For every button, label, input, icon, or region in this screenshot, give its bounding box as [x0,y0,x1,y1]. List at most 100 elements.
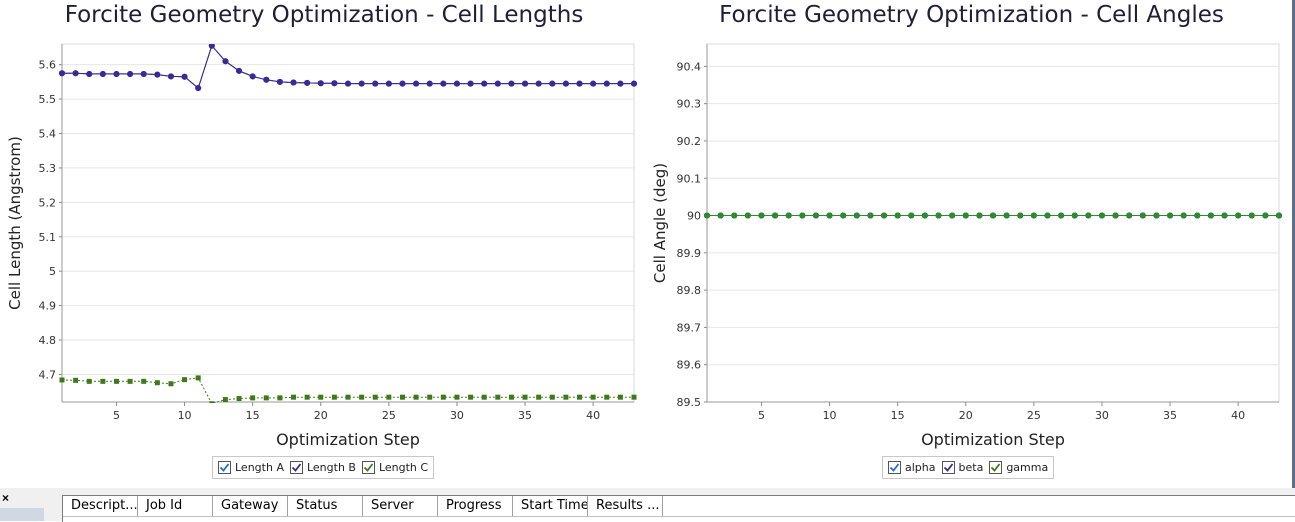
data-point [536,394,542,400]
cell-angles-chart: 89.5 89.6 89.7 89.8 89.9 90 90.1 90.2 90.3 90.4 5 1… [651,43,1282,449]
data-point [562,80,569,87]
data-point [372,80,379,87]
panel-tab-stub [0,508,44,521]
data-point [1126,212,1133,219]
data-point [577,394,583,400]
y-tick-label: 89.9 [677,247,702,260]
data-point [481,394,487,400]
data-point [167,73,174,80]
data-point [1139,212,1146,219]
data-point [508,80,515,87]
data-point [86,378,92,384]
checkbox-icon[interactable] [941,461,955,474]
data-point [1235,212,1242,219]
data-point [1098,212,1105,219]
job-table: Descript... Job Id Gateway Status Server… [62,495,1295,522]
column-header-server[interactable]: Server [363,496,438,516]
data-point [799,212,806,219]
data-point [86,70,93,77]
data-point [1194,212,1201,219]
data-point [522,80,529,87]
data-point [386,394,392,400]
y-tick-label: 90.3 [677,98,702,111]
data-point [812,212,819,219]
x-tick-label: 40 [1231,409,1245,422]
data-point [1071,212,1078,219]
column-header-status[interactable]: Status [288,496,363,516]
data-point [617,80,624,87]
data-point [358,80,365,87]
checkbox-icon[interactable] [361,461,375,474]
data-point [1058,212,1065,219]
data-point [731,212,738,219]
column-header-results[interactable]: Results ... [588,496,663,516]
data-point [949,212,956,219]
checkbox-icon[interactable] [989,461,1003,474]
checkbox-icon[interactable] [888,461,901,474]
column-header-job-id[interactable]: Job Id [138,496,213,516]
legend-item-gamma[interactable]: gamma [989,461,1048,474]
x-tick-label: 35 [1163,409,1177,422]
data-point [440,394,446,400]
data-point [785,212,792,219]
data-point [494,80,501,87]
y-tick-label: 4.8 [39,334,57,347]
cell-lengths-chart: 4.7 4.8 4.9 5 5.1 5.2 5.3 5.4 5.5 5.6 5 10 15 20 25 30 3… [6,43,637,449]
data-point [208,44,215,49]
data-point [453,80,460,87]
data-point [413,394,419,400]
legend-item-beta[interactable]: beta [941,461,983,474]
legend-label: alpha [905,461,936,474]
data-point [563,394,569,400]
data-point [59,70,65,77]
column-header-progress[interactable]: Progress [438,496,513,516]
data-point [908,212,915,219]
data-point [1003,212,1010,219]
column-header-description[interactable]: Descript... [63,496,138,516]
checkbox-icon[interactable] [218,461,231,474]
data-point [359,394,365,400]
data-point [603,80,610,87]
column-header-start-time[interactable]: Start Time [513,496,588,516]
y-tick-label: 5 [49,265,56,278]
data-point [549,80,556,87]
data-point [1276,212,1282,219]
x-axis-label: Optimization Step [921,430,1065,449]
data-point [59,377,65,383]
window-right-border [1292,0,1295,490]
x-tick-label: 25 [1027,409,1041,422]
data-point [222,58,229,65]
data-point [867,212,874,219]
data-point [304,79,311,86]
checkbox-icon[interactable] [289,461,303,474]
legend-item-alpha[interactable]: alpha [888,461,936,474]
data-point [990,212,996,219]
data-point [1030,212,1037,219]
legend-item-length-b[interactable]: Length B [289,461,356,474]
data-point [590,394,596,400]
data-point [853,212,860,219]
plot-area [61,43,635,403]
y-axis-label: Cell Length (Angstrom) [6,136,24,310]
cell-lengths-legend: Length A Length B Length C [212,456,435,479]
data-point [1167,212,1174,219]
legend-label: Length A [235,461,284,474]
data-point [99,70,106,77]
y-tick-label: 90 [687,210,701,223]
cell-lengths-chart-panel: Forcite Geometry Optimization - Cell Len… [0,0,648,488]
close-icon[interactable]: × [2,491,10,505]
data-point [181,73,188,80]
data-point [935,212,942,219]
x-tick-label: 10 [823,409,837,422]
data-point [758,212,765,219]
cell-angles-chart-panel: Forcite Geometry Optimization - Cell Ang… [648,0,1295,488]
y-tick-label: 5.6 [39,59,57,72]
data-point [1262,212,1269,219]
data-point [1221,212,1228,219]
chart-title-cell-angles: Forcite Geometry Optimization - Cell Ang… [719,2,1224,28]
legend-item-length-c[interactable]: Length C [361,461,428,474]
column-header-gateway[interactable]: Gateway [213,496,288,516]
data-point [1153,212,1160,219]
legend-item-length-a[interactable]: Length A [218,461,284,474]
data-point [372,394,378,400]
